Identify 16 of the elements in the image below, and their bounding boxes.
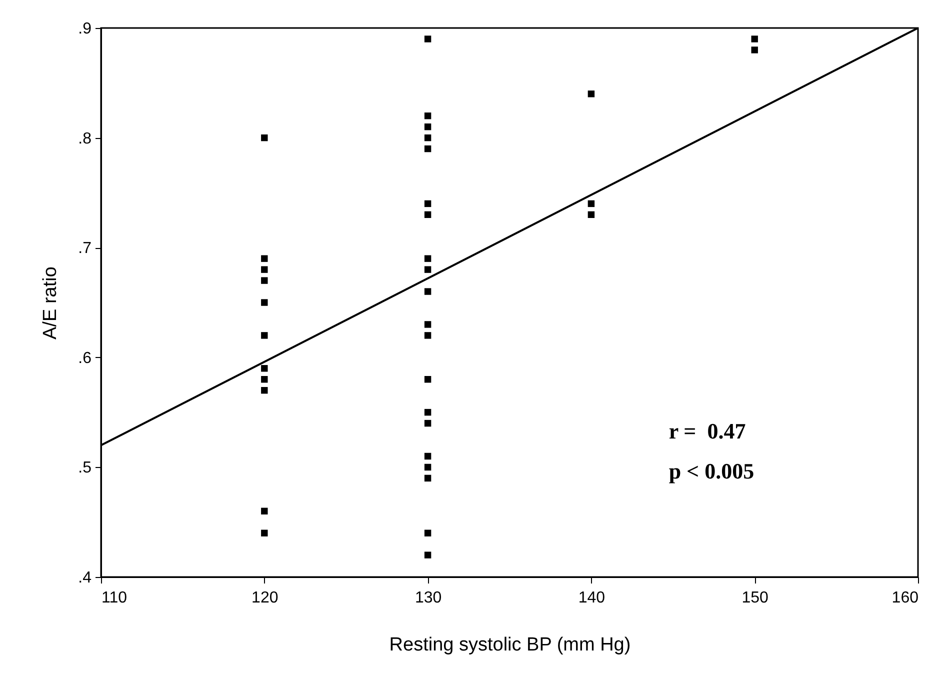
x-tick-label: 150 [742, 590, 769, 606]
x-tick-label: 130 [414, 590, 442, 606]
y-tick-label: .5 [78, 460, 92, 477]
x-tick-label: 140 [578, 590, 606, 606]
y-tick-label: .9 [78, 20, 92, 38]
y-tick-label: .8 [78, 130, 92, 148]
x-tick-label: 110 [102, 590, 128, 606]
y-tick-label: .7 [78, 240, 92, 258]
annotation: r = 0.47 [668, 418, 746, 444]
y-tick-label: .4 [78, 570, 92, 586]
y-tick-label: .6 [78, 350, 92, 367]
x-tick-label: 160 [892, 590, 919, 606]
x-tick-label: 120 [252, 590, 278, 606]
annotation: p < 0.005 [668, 458, 754, 484]
y-axis-title: A/E ratio [40, 266, 62, 340]
x-axis-title: Resting systolic BP (mm Hg) [389, 634, 631, 656]
